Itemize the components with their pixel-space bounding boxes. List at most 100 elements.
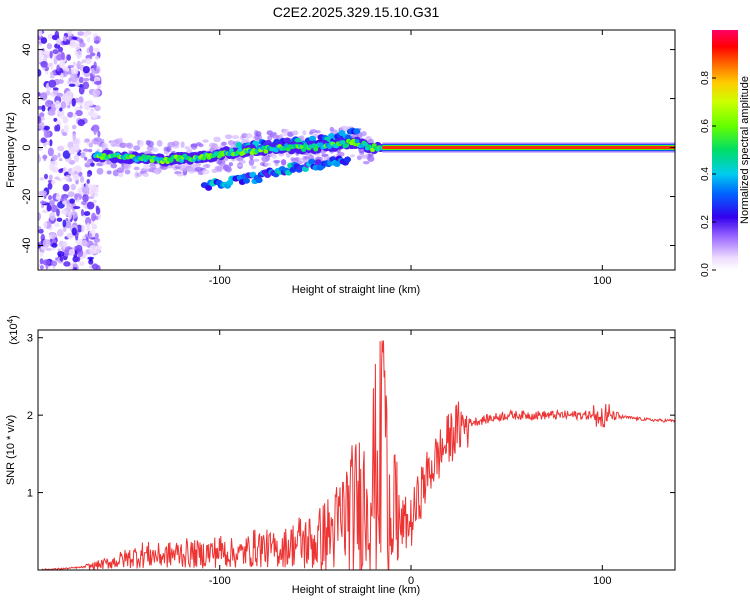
- heatmap-cell: [72, 205, 81, 210]
- heatmap-cell: [166, 146, 172, 153]
- heatmap-cell: [84, 217, 92, 226]
- heatmap-cell: [87, 148, 93, 153]
- heatmap-cell: [58, 168, 63, 174]
- heatmap-cell: [92, 89, 101, 97]
- heatmap-cell: [176, 164, 185, 168]
- heatmap-cell: [243, 177, 251, 184]
- heatmap-cell: [81, 59, 88, 64]
- heatmap-cell: [89, 52, 96, 57]
- heatmap-cell: [40, 37, 48, 44]
- heatmap-cell: [78, 261, 85, 267]
- heatmap-cell: [97, 130, 101, 138]
- heatmap-cell: [90, 162, 95, 167]
- heatmap-cell: [273, 148, 279, 153]
- heatmap-cell: [40, 60, 48, 68]
- heatmap-cell: [91, 212, 96, 222]
- spectrogram-ytick-label: 40: [21, 43, 33, 55]
- heatmap-cell: [93, 47, 100, 53]
- heatmap-cell: [59, 107, 63, 112]
- heatmap-cell: [50, 260, 58, 267]
- snr-xtick-label: 0: [408, 575, 414, 587]
- heatmap-cell: [263, 149, 269, 154]
- heatmap-cell: [88, 232, 93, 239]
- heatmap-cell: [44, 99, 53, 108]
- heatmap-cell: [72, 144, 80, 153]
- heatmap-cell: [38, 116, 42, 124]
- heatmap-cell: [149, 163, 157, 169]
- heatmap-cell: [82, 81, 90, 90]
- heatmap-cell: [48, 79, 57, 88]
- heatmap-cell: [46, 140, 50, 145]
- heatmap-cell: [39, 258, 44, 265]
- spectrogram-ytick-label: 0: [21, 144, 33, 150]
- heatmap-cell: [50, 204, 58, 213]
- heatmap-cell: [51, 154, 58, 161]
- heatmap-cell: [96, 167, 104, 175]
- heatmap-cell: [77, 31, 85, 37]
- heatmap-cell: [91, 112, 99, 119]
- heatmap-cell: [231, 135, 240, 140]
- heatmap-cell: [75, 244, 83, 252]
- heatmap-cell: [38, 228, 44, 234]
- heatmap-cell: [343, 125, 349, 132]
- heatmap-cell: [67, 111, 74, 118]
- heatmap-cell: [62, 176, 68, 181]
- heatmap-cell: [88, 245, 97, 254]
- heatmap-cell: [38, 212, 41, 221]
- heatmap-cell: [172, 140, 180, 147]
- heatmap-cell: [56, 38, 62, 46]
- heatmap-cell: [83, 211, 91, 217]
- heatmap-cell: [72, 138, 80, 145]
- heatmap-cell: [321, 153, 329, 157]
- heatmap-cell: [71, 227, 77, 236]
- heatmap-cell: [213, 136, 221, 143]
- heatmap-cell: [362, 161, 370, 165]
- heatmap-cell: [367, 155, 375, 162]
- heatmap-cell: [69, 198, 76, 204]
- heatmap-cell: [79, 175, 85, 183]
- figure-title: C2E2.2025.329.15.10.G31: [273, 4, 440, 20]
- heatmap-cell: [344, 134, 352, 141]
- heatmap-cell: [49, 75, 55, 79]
- heatmap-cell: [51, 242, 58, 248]
- heatmap-cell: [138, 139, 144, 147]
- heatmap-cell: [38, 69, 42, 77]
- heatmap-cell: [363, 142, 369, 147]
- heatmap-cell: [48, 194, 53, 201]
- heatmap-cell: [344, 156, 352, 163]
- heatmap-cell: [157, 167, 162, 174]
- heatmap-cell: [54, 222, 60, 228]
- heatmap-cell: [147, 140, 154, 148]
- heatmap-cell: [49, 160, 58, 167]
- heatmap-cell: [72, 173, 80, 181]
- heatmap-cell: [49, 50, 53, 59]
- heatmap-cell: [83, 33, 89, 38]
- heatmap-cell: [69, 39, 77, 48]
- heatmap-cell: [39, 112, 45, 118]
- heatmap-cell: [56, 54, 63, 61]
- spectrogram-ytick-label: -20: [21, 189, 33, 205]
- heatmap-cell: [73, 154, 80, 163]
- heatmap-cell: [41, 104, 46, 112]
- spectrogram-ticks: -100 100 -40 -20 0 20 40: [21, 30, 675, 287]
- snr-frame: [37, 329, 676, 571]
- heatmap-cell: [40, 116, 45, 121]
- heatmap-cell: [41, 138, 48, 143]
- heatmap-cell: [202, 139, 209, 143]
- heatmap-cell: [46, 43, 53, 50]
- colorbar-tick-label: 0.8: [700, 71, 711, 85]
- heatmap-cell: [273, 159, 281, 164]
- heatmap-cell: [72, 255, 79, 263]
- heatmap-cell: [176, 173, 185, 177]
- spectrogram-ylabel: Frequency (Hz): [5, 112, 17, 188]
- heatmap-cell: [86, 101, 94, 107]
- heatmap-cell: [66, 232, 75, 239]
- spectrogram-xlabel: Height of straight line (km): [292, 284, 420, 296]
- heatmap-cell: [237, 147, 243, 152]
- heatmap-cell: [367, 153, 374, 157]
- heatmap-cell: [252, 158, 260, 162]
- heatmap-cell: [65, 90, 73, 100]
- heatmap-cell: [86, 160, 91, 166]
- heatmap-cell: [66, 202, 72, 212]
- heatmap-cell: [97, 84, 102, 89]
